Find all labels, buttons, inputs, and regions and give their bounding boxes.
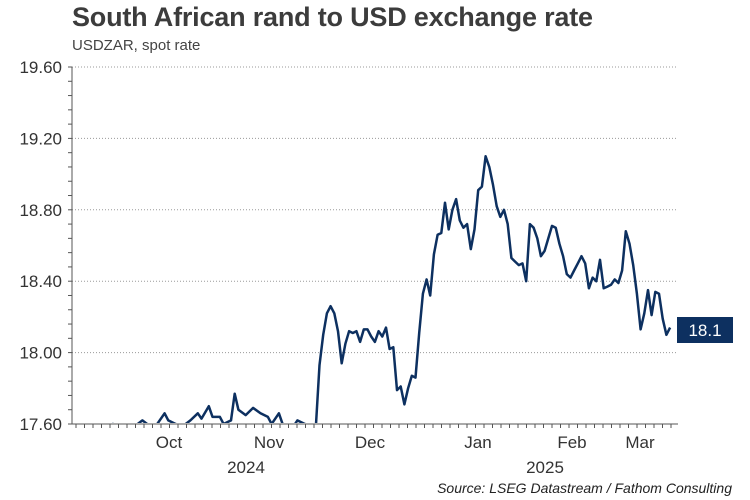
x-month-label: Nov bbox=[254, 433, 285, 452]
x-month-label: Oct bbox=[156, 433, 183, 452]
x-year-label: 2025 bbox=[526, 458, 564, 477]
x-month-label: Feb bbox=[557, 433, 586, 452]
y-tick-label: 19.20 bbox=[19, 129, 62, 148]
x-month-label: Dec bbox=[355, 433, 386, 452]
x-month-label: Jan bbox=[464, 433, 491, 452]
y-tick-label: 17.60 bbox=[19, 415, 62, 434]
y-tick-label: 18.00 bbox=[19, 344, 62, 363]
source-note: Source: LSEG Datastream / Fathom Consult… bbox=[437, 480, 732, 496]
last-value-label: 18.1 bbox=[688, 321, 721, 340]
x-month-label: Mar bbox=[625, 433, 655, 452]
y-tick-label: 19.60 bbox=[19, 58, 62, 77]
y-tick-label: 18.40 bbox=[19, 272, 62, 291]
chart-subtitle: USDZAR, spot rate bbox=[72, 37, 201, 54]
last-value-badge-box bbox=[677, 317, 733, 343]
chart-title: South African rand to USD exchange rate bbox=[72, 2, 593, 32]
last-value-badge: 18.1 bbox=[677, 317, 733, 343]
y-tick-label: 18.80 bbox=[19, 201, 62, 220]
x-year-label: 2024 bbox=[227, 458, 265, 477]
usdzar-series-line bbox=[111, 155, 672, 423]
